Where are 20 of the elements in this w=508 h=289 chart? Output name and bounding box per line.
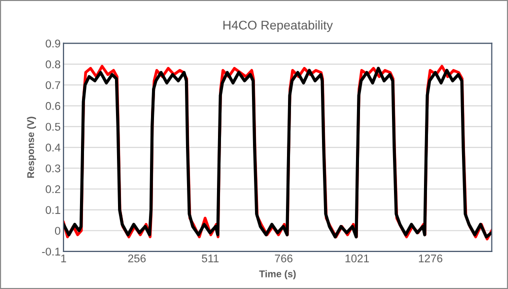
y-tick-label: 0 (54, 226, 60, 235)
x-tick-label: 1 (61, 254, 66, 262)
y-tick-label: 0.6 (46, 102, 60, 110)
y-tick-label: 0.4 (46, 144, 60, 152)
x-tick-label: 1276 (418, 254, 442, 262)
y-tick-label: 0.7 (46, 81, 60, 90)
y-tick-label: 0.3 (46, 164, 60, 172)
x-tick-label: 766 (274, 254, 292, 262)
y-tick-label: 0.2 (46, 185, 60, 194)
y-tick-label: 0.9 (46, 40, 60, 48)
x-tick-label: 1021 (346, 254, 369, 262)
x-tick-label: 511 (202, 254, 219, 262)
x-axis-title: Time (s) (259, 270, 296, 280)
y-axis-title: Response (V) (26, 116, 36, 178)
y-tick-label: 0.5 (46, 122, 60, 131)
y-tick-label: -0.1 (42, 248, 60, 256)
x-tick-label: 256 (128, 254, 146, 262)
y-tick-label: 0.1 (46, 206, 60, 214)
y-tick-label: 0.8 (46, 60, 60, 68)
chart-title: H4CO Repeatability (223, 20, 333, 32)
